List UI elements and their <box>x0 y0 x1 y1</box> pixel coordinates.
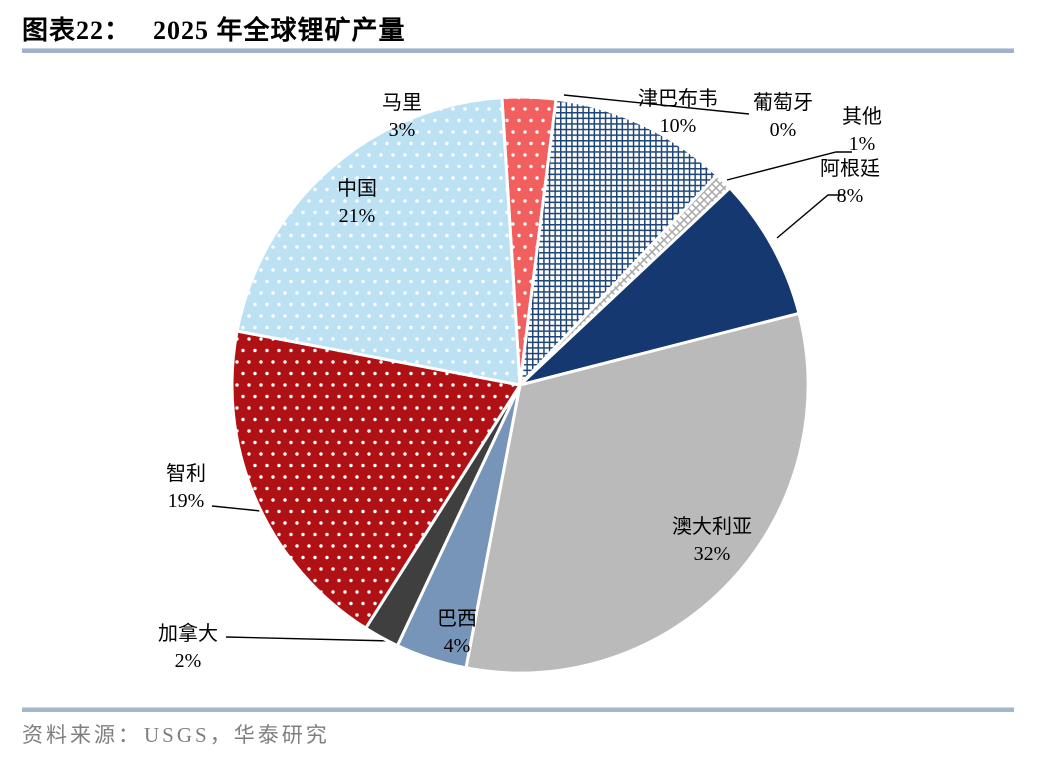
slice-label-name: 阿根廷 <box>820 158 880 180</box>
title-divider <box>22 48 1014 53</box>
slice-label-portugal: 葡萄牙 0% <box>753 90 813 144</box>
slice-label-value: 2% <box>174 650 202 672</box>
leader-line-other <box>726 151 852 181</box>
slice-label-value: 21% <box>338 205 376 227</box>
figure-title: 图表22： 2025 年全球锂矿产量 <box>22 10 406 47</box>
pie-slice-argentina <box>518 186 801 387</box>
slice-label-brazil: 巴西 4% <box>437 606 477 660</box>
pie-slice-zimbabwe <box>518 97 719 387</box>
slice-label-value: 8% <box>836 185 864 207</box>
slice-label-canada: 加拿大 2% <box>158 621 218 675</box>
pie-slice-china <box>235 96 522 387</box>
leader-line-chile <box>211 505 262 512</box>
slice-label-name: 中国 <box>337 178 377 200</box>
slice-label-argentina: 阿根廷 8% <box>820 156 880 210</box>
figure-number: 图表22： <box>22 16 132 45</box>
slice-label-chile: 智利 19% <box>166 461 206 515</box>
slice-label-name: 加拿大 <box>158 623 218 645</box>
slice-label-name: 巴西 <box>437 608 477 630</box>
slice-label-name: 马里 <box>382 92 422 114</box>
slice-label-name: 智利 <box>166 463 206 485</box>
source-note: 资料来源：USGS，华泰研究 <box>22 719 330 749</box>
slice-label-mali: 马里 3% <box>382 90 422 144</box>
slice-label-value: 0% <box>769 119 797 141</box>
footer-divider <box>22 707 1014 712</box>
slice-label-name: 津巴布韦 <box>638 88 718 110</box>
source-label: 资料来源： <box>22 723 142 747</box>
slice-label-australia: 澳大利亚 32% <box>672 514 752 568</box>
leader-line-portugal <box>563 94 750 115</box>
slice-label-other: 其他 1% <box>842 104 882 158</box>
slice-label-china: 中国 21% <box>337 176 377 230</box>
slice-label-zimbabwe: 津巴布韦 10% <box>638 86 718 140</box>
slice-label-name: 其他 <box>842 106 882 128</box>
figure-title-text: 2025 年全球锂矿产量 <box>153 16 406 45</box>
slice-label-name: 澳大利亚 <box>672 516 752 538</box>
slice-label-value: 4% <box>443 635 471 657</box>
leader-line-canada <box>225 636 393 642</box>
slice-label-name: 葡萄牙 <box>753 92 813 114</box>
leader-line-argentina <box>776 194 844 239</box>
pie-slice-australia <box>464 311 810 675</box>
source-text: USGS，华泰研究 <box>144 723 330 747</box>
slice-label-value: 3% <box>388 119 416 141</box>
slice-label-value: 10% <box>659 115 697 137</box>
slice-label-value: 32% <box>693 543 731 565</box>
slice-label-value: 19% <box>167 490 205 512</box>
slice-label-value: 1% <box>848 133 876 155</box>
pie-slice-chile <box>230 329 522 630</box>
